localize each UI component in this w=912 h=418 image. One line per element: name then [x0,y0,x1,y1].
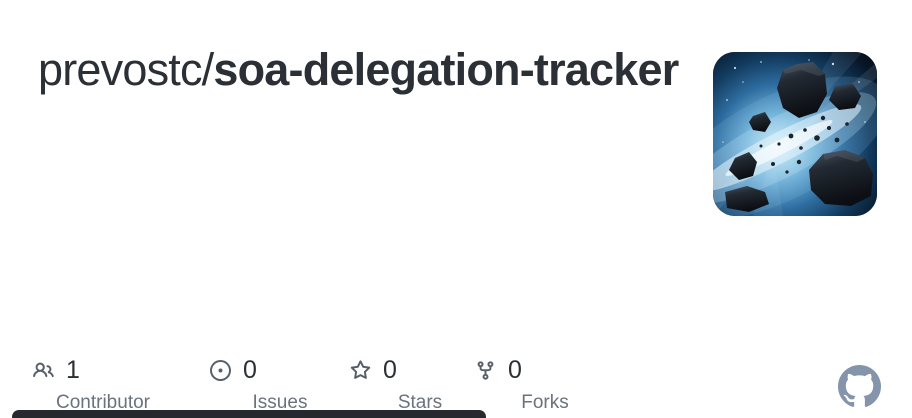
contributors-count: 1 [66,356,80,384]
issue-opened-icon [210,359,231,381]
issues-count: 0 [243,356,257,384]
stat-contributors: 1 Contributor [33,358,173,414]
stars-label: Stars [397,392,443,413]
forks-count: 0 [508,356,522,384]
space-asteroids-artwork [713,52,877,216]
stars-count: 0 [383,356,397,384]
contributors-label: Contributor [56,392,150,413]
repo-owner: prevostc/ [38,44,214,95]
fork-icon [477,360,494,380]
issues-label: Issues [252,392,308,413]
repo-avatar [713,52,877,216]
github-octocat-icon [838,365,881,408]
stat-stars: 0 Stars [350,358,490,414]
star-icon [350,359,371,379]
repo-name: soa-delegation-tracker [213,44,679,95]
stat-issues: 0 Issues [210,358,350,414]
language-bar [12,410,486,418]
stat-forks: 0 Forks [475,358,615,414]
forks-label: Forks [521,392,569,413]
people-icon [33,362,54,377]
repo-title: prevostc/soa-delegation-tracker [38,42,693,98]
